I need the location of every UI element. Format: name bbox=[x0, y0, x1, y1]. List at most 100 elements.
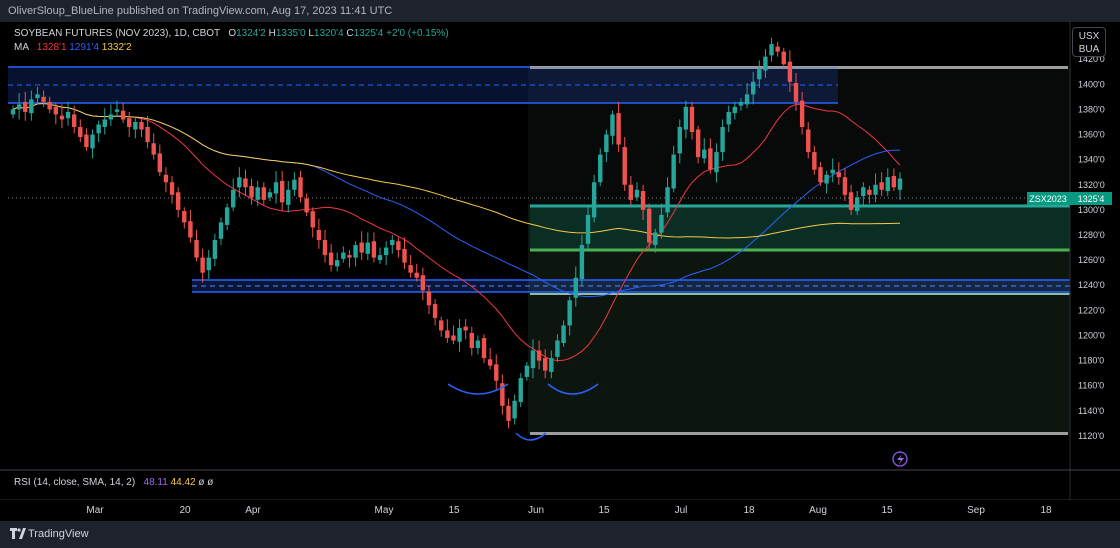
range-box-bottom bbox=[530, 432, 1068, 435]
candle-body bbox=[757, 69, 762, 80]
y-axis-label: 1160'0 bbox=[1078, 381, 1104, 391]
y-axis-label: 1260'0 bbox=[1078, 255, 1105, 265]
tradingview-logo-icon bbox=[10, 528, 26, 539]
ohlc-change: +2'0 (+0.15%) bbox=[386, 28, 449, 39]
candle-body bbox=[114, 109, 120, 112]
candle-body bbox=[463, 326, 468, 331]
candle-body bbox=[224, 207, 230, 225]
candle-body bbox=[861, 187, 866, 197]
publish-info-bar: OliverSloup_BlueLine published on Tradin… bbox=[0, 0, 1120, 22]
candle-body bbox=[182, 211, 187, 223]
x-axis-label: 20 bbox=[179, 505, 191, 516]
candle-body bbox=[273, 182, 279, 194]
candle-body bbox=[231, 189, 236, 208]
ohlc-low-label: L bbox=[308, 28, 314, 39]
candle-body bbox=[689, 106, 695, 133]
x-axis-label: Jul bbox=[675, 505, 688, 516]
pattern-arc-2 bbox=[515, 432, 547, 441]
ohlc-low: 1320'4 bbox=[313, 28, 344, 39]
candle-body bbox=[726, 111, 731, 125]
y-axis-label: 1340'0 bbox=[1078, 155, 1105, 165]
candle-body bbox=[665, 187, 670, 213]
chart-area[interactable]: 1440'01420'01400'01380'01360'01340'01320… bbox=[0, 22, 1120, 500]
y-axis-label: 1240'0 bbox=[1078, 280, 1105, 290]
candle-body bbox=[139, 121, 144, 130]
price-chart[interactable]: 1440'01420'01400'01380'01360'01340'01320… bbox=[0, 22, 1120, 500]
candle-body bbox=[634, 189, 640, 198]
candle-body bbox=[536, 350, 542, 361]
candle-body bbox=[824, 174, 829, 184]
candle-body bbox=[873, 184, 878, 195]
candle-body bbox=[573, 277, 578, 298]
candle-body bbox=[653, 232, 658, 246]
candle-body bbox=[255, 187, 260, 200]
ohlc-open-label: O bbox=[228, 28, 237, 39]
candle-body bbox=[65, 111, 71, 119]
symbol-legend[interactable]: SOYBEAN FUTURES (NOV 2023), 1D, CBOT O 13… bbox=[14, 28, 449, 39]
y-axis-label: 1120'0 bbox=[1078, 431, 1104, 441]
candle-body bbox=[799, 100, 805, 127]
candle-body bbox=[481, 337, 487, 359]
currency-unit-button[interactable]: USX BUA bbox=[1072, 27, 1106, 57]
currency-line-2: BUA bbox=[1078, 44, 1100, 55]
x-axis-label: 15 bbox=[448, 505, 460, 516]
lightning-icon-bolt bbox=[897, 454, 904, 465]
price-tag-value: 1325'4 bbox=[1078, 194, 1105, 204]
candle-body bbox=[298, 177, 303, 198]
x-axis-label: Aug bbox=[809, 505, 827, 516]
candle-body bbox=[702, 149, 707, 159]
price-tag-label-bg bbox=[1027, 192, 1070, 205]
candle-body bbox=[848, 192, 854, 210]
rsi-legend[interactable]: RSI (14, close, SMA, 14, 2) 48.11 44.42 … bbox=[14, 477, 213, 488]
footer-bar: TradingView bbox=[0, 521, 1120, 548]
candle-body bbox=[494, 364, 499, 381]
candle-body bbox=[671, 154, 676, 189]
x-axis-label: Jun bbox=[528, 505, 544, 516]
symbol-name: SOYBEAN FUTURES (NOV 2023), 1D, CBOT bbox=[14, 28, 220, 39]
candle-body bbox=[683, 106, 689, 130]
x-axis-label: Apr bbox=[245, 505, 261, 516]
ma-legend[interactable]: MA 1328'1 1291'4 1332'2 bbox=[14, 42, 132, 53]
candle-body bbox=[53, 106, 59, 115]
candle-body bbox=[854, 197, 860, 212]
time-axis[interactable]: Mar 20 Apr May 15 Jun 15 Jul 18 Aug 15 Sep 18 bbox=[0, 500, 1120, 520]
ohlc-close-label: C bbox=[346, 28, 354, 39]
candle-body bbox=[383, 247, 389, 256]
candle-body bbox=[90, 134, 95, 149]
candle-body bbox=[408, 265, 413, 273]
candle-body bbox=[555, 340, 560, 357]
candle-body bbox=[604, 134, 609, 153]
candle-body bbox=[335, 260, 340, 267]
candle-body bbox=[359, 242, 364, 253]
candle-body bbox=[610, 114, 615, 136]
candle-body bbox=[512, 400, 517, 419]
rsi-value-1: 48.11 bbox=[143, 477, 168, 488]
x-axis-label: Mar bbox=[86, 505, 104, 516]
x-axis-label: 15 bbox=[598, 505, 610, 516]
candle-body bbox=[420, 275, 426, 291]
y-axis-label: 1280'0 bbox=[1078, 230, 1105, 240]
candle-body bbox=[145, 126, 150, 143]
candle-body bbox=[591, 182, 597, 218]
candle-body bbox=[659, 214, 664, 233]
candle-body bbox=[175, 192, 181, 210]
tradingview-brand: TradingView bbox=[28, 528, 89, 540]
candle-body bbox=[457, 327, 462, 342]
candles bbox=[10, 37, 903, 429]
support-lower-zone bbox=[192, 280, 1070, 292]
candle-body bbox=[500, 383, 505, 406]
candle-body bbox=[328, 252, 334, 266]
candle-body bbox=[879, 182, 884, 190]
candle-body bbox=[469, 332, 474, 349]
ma-line bbox=[12, 102, 901, 362]
candle-body bbox=[439, 320, 444, 331]
candle-body bbox=[867, 189, 872, 195]
candle-body bbox=[432, 304, 438, 318]
x-axis-label: 18 bbox=[743, 505, 755, 516]
rsi-value-4: ø bbox=[207, 477, 214, 488]
lightning-icon[interactable] bbox=[892, 451, 908, 467]
candle-body bbox=[720, 126, 725, 153]
candle-body bbox=[543, 358, 548, 371]
candle-body bbox=[885, 177, 890, 192]
y-axis[interactable] bbox=[1070, 22, 1120, 500]
